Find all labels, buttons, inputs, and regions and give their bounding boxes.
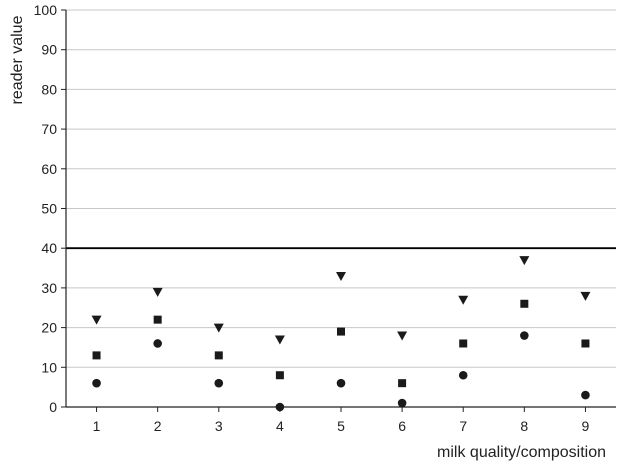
triangle-point (580, 291, 591, 301)
square-point (275, 371, 284, 380)
circle-point (397, 398, 407, 408)
x-tick-label: 4 (276, 418, 284, 434)
triangle-point (91, 315, 102, 325)
x-tick-label: 5 (337, 418, 345, 434)
square-point (398, 379, 407, 388)
square-point (459, 339, 468, 348)
x-tick-label: 9 (582, 418, 590, 434)
x-tick-label: 6 (398, 418, 406, 434)
circle-point (581, 390, 590, 400)
y-tick-label: 60 (41, 161, 57, 177)
y-tick-label: 50 (41, 201, 57, 217)
triangle-point (397, 331, 408, 341)
y-axis-title: reader value (9, 15, 26, 104)
x-axis-title: milk quality/composition (437, 444, 606, 461)
y-tick-label: 40 (41, 240, 57, 256)
y-tick-label: 90 (41, 42, 57, 58)
x-tick-label: 8 (520, 418, 528, 434)
x-tick-label: 2 (154, 418, 162, 434)
square-point (520, 299, 529, 308)
y-tick-label: 0 (49, 399, 57, 415)
square-point (581, 339, 590, 348)
data-points (91, 256, 591, 412)
square-point (153, 315, 162, 324)
square-point (337, 327, 345, 336)
x-tick-label: 1 (93, 418, 101, 434)
y-tick-label: 100 (34, 2, 58, 18)
x-tick-label: 3 (215, 418, 223, 434)
triangle-point (458, 295, 469, 305)
x-tick-labels: 1 2 3 4 5 6 7 8 9 (93, 418, 590, 434)
circle-point (458, 370, 468, 380)
axes (61, 9, 616, 412)
circle-point (275, 402, 285, 412)
triangle-point (152, 287, 163, 297)
circle-point (153, 339, 162, 348)
x-tick-label: 7 (459, 418, 467, 434)
y-tick-label: 10 (41, 359, 57, 375)
triangle-point (274, 335, 285, 345)
square-point (214, 351, 223, 360)
y-tick-label: 30 (41, 280, 57, 296)
triangle-point (213, 323, 224, 333)
y-tick-labels: 0 10 20 30 40 50 60 70 80 90 100 (34, 2, 58, 415)
circle-point (520, 331, 529, 340)
y-tick-label: 70 (41, 121, 57, 137)
y-tick-label: 80 (41, 81, 57, 97)
triangle-point (336, 271, 346, 281)
y-tick-label: 20 (41, 320, 57, 336)
circle-point (92, 378, 101, 388)
grid-lines (66, 9, 616, 368)
circle-point (214, 378, 224, 388)
circle-point (336, 378, 346, 388)
square-point (92, 351, 101, 360)
triangle-point (519, 256, 530, 266)
